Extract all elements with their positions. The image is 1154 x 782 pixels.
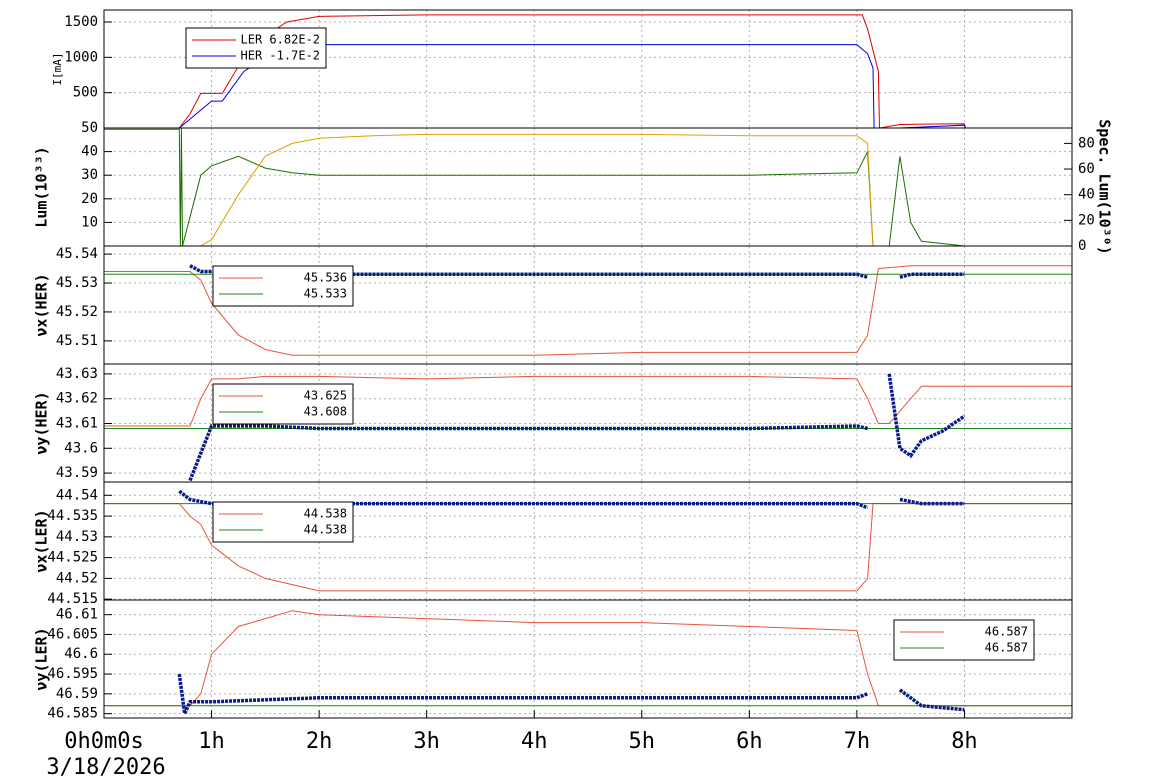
y-tick-label: 46.59 bbox=[56, 686, 98, 702]
y-tick-label: 30 bbox=[81, 167, 98, 183]
y2-tick-label: 60 bbox=[1078, 161, 1095, 177]
y-axis-title: νx(LER) bbox=[33, 509, 51, 572]
series-line bbox=[104, 503, 1072, 592]
series-line bbox=[104, 14, 1072, 128]
y-tick-label: 46.61 bbox=[56, 607, 98, 623]
y-tick-label: 44.52 bbox=[56, 570, 98, 586]
panel: 500 1000 1500 LER 6.82E-2 HER -1.7E-2 I[mA] bbox=[51, 9, 1073, 129]
y-tick-label: 1500 bbox=[64, 14, 98, 30]
x-date-label: 3/18/2026 bbox=[46, 755, 165, 780]
measured-line bbox=[189, 264, 965, 279]
y-tick-label: 46.605 bbox=[47, 626, 98, 642]
plot-frame bbox=[103, 599, 1073, 719]
plot-frame bbox=[103, 127, 1073, 247]
legend-label: 43.625 bbox=[304, 389, 347, 403]
y-axis-title: νy(HER) bbox=[33, 391, 51, 454]
y-tick-label: 45.53 bbox=[56, 275, 98, 291]
y-tick-label: 46.585 bbox=[47, 706, 98, 722]
x-tick-label: 1h bbox=[198, 729, 225, 754]
y-tick-label: 44.535 bbox=[47, 508, 98, 524]
plot-area bbox=[104, 610, 1072, 718]
y-tick-label: 46.595 bbox=[47, 666, 98, 682]
y-tick-label: 44.53 bbox=[56, 529, 98, 545]
y2-axis-title: Spec. Lum(10³⁰) bbox=[1096, 119, 1114, 254]
measured-line bbox=[177, 673, 965, 718]
y-tick-label: 44.515 bbox=[47, 591, 98, 607]
y-tick-label: 10 bbox=[81, 214, 98, 230]
x-tick-label: 6h bbox=[736, 729, 763, 754]
panel: 10 20 30 40 50 0 20 40 60 80 Lum(10³³) Spec. Lum(10… bbox=[33, 119, 1114, 254]
y-axis-title: νx(HER) bbox=[33, 273, 51, 336]
y-tick-label: 46.6 bbox=[64, 646, 98, 662]
y-axis-title: νy(LER) bbox=[33, 627, 51, 690]
legend-label: 46.587 bbox=[985, 625, 1028, 639]
x-tick-label: 2h bbox=[306, 729, 333, 754]
y-tick-label: 1000 bbox=[64, 49, 98, 65]
y-tick-label: 500 bbox=[73, 85, 98, 101]
legend-label: HER -1.7E-2 bbox=[241, 49, 320, 63]
y-tick-label: 20 bbox=[81, 191, 98, 207]
y-tick-label: 50 bbox=[81, 120, 98, 136]
y-tick-label: 43.63 bbox=[56, 366, 98, 382]
y2-tick-label: 80 bbox=[1078, 135, 1095, 151]
x-tick-label: 3h bbox=[413, 729, 440, 754]
plot-area bbox=[104, 128, 965, 246]
y-tick-label: 43.59 bbox=[56, 465, 98, 481]
x-tick-label: 4h bbox=[521, 729, 548, 754]
panel: 43.59 43.6 43.61 43.62 43.63 43.625 43.608 νy(H… bbox=[33, 363, 1073, 483]
legend-label: 43.608 bbox=[304, 405, 347, 419]
series-line bbox=[104, 375, 1072, 427]
y-tick-label: 44.54 bbox=[56, 487, 98, 503]
panel: 44.515 44.52 44.525 44.53 44.535 44.54 44.538 4… bbox=[33, 481, 1073, 607]
x-tick-label: 8h bbox=[951, 729, 978, 754]
plot-area bbox=[104, 14, 1072, 128]
x-tick-label: 7h bbox=[844, 729, 871, 754]
series-line bbox=[104, 128, 965, 246]
legend-label: LER 6.82E-2 bbox=[241, 33, 320, 47]
panel: 46.585 46.59 46.595 46.6 46.605 46.61 46.587 46… bbox=[33, 599, 1073, 780]
plot-area bbox=[104, 373, 1072, 482]
x-tick-label: 0h0m0s bbox=[64, 729, 143, 754]
legend-label: 44.538 bbox=[304, 507, 347, 521]
y-tick-label: 45.52 bbox=[56, 304, 98, 320]
y-tick-label: 43.6 bbox=[64, 440, 98, 456]
y-tick-label: 43.62 bbox=[56, 391, 98, 407]
x-tick-label: 5h bbox=[629, 729, 656, 754]
legend-box bbox=[212, 501, 354, 543]
y2-tick-label: 20 bbox=[1078, 212, 1095, 228]
y-tick-label: 45.51 bbox=[56, 333, 98, 349]
y2-tick-label: 0 bbox=[1078, 238, 1086, 254]
y-tick-label: 43.61 bbox=[56, 415, 98, 431]
y-tick-label: 44.525 bbox=[47, 550, 98, 566]
y-axis-title: I[mA] bbox=[51, 52, 64, 85]
y2-tick-label: 40 bbox=[1078, 187, 1095, 203]
measured-line bbox=[178, 489, 965, 510]
legend-label: 45.533 bbox=[304, 287, 347, 301]
legend-box bbox=[185, 27, 327, 69]
series-line bbox=[104, 610, 1072, 707]
legend-box bbox=[893, 619, 1035, 661]
y-tick-label: 40 bbox=[81, 144, 98, 160]
legend-label: 44.538 bbox=[304, 523, 347, 537]
series-line bbox=[104, 44, 1072, 128]
series-line bbox=[104, 265, 1072, 356]
y-axis-title: Lum(10³³) bbox=[33, 146, 51, 227]
measured-line bbox=[188, 373, 966, 482]
panel: 45.51 45.52 45.53 45.54 45.536 45.533 νx(HER) bbox=[33, 245, 1073, 365]
legend-box bbox=[212, 265, 354, 307]
legend-label: 46.587 bbox=[985, 641, 1028, 655]
legend-label: 45.536 bbox=[304, 271, 347, 285]
legend-box bbox=[212, 383, 354, 425]
series-line bbox=[200, 133, 874, 246]
y-tick-label: 45.54 bbox=[56, 246, 98, 262]
